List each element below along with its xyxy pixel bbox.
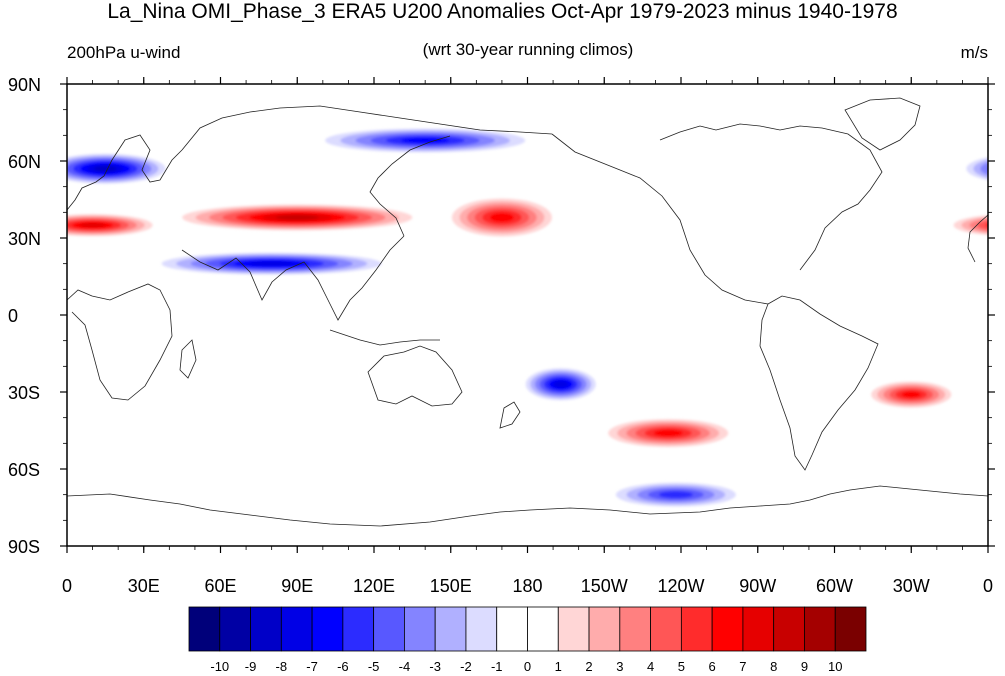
colorbar-swatch [619, 606, 651, 652]
lon-tick-label: 0 [983, 576, 993, 596]
lon-tick-label: 30W [893, 576, 930, 596]
lat-tick-label: 60N [8, 152, 41, 172]
colorbar-swatch [804, 606, 836, 652]
colorbar-swatch [496, 606, 528, 652]
anomaly-feature-1 [67, 214, 153, 237]
colorbar-label: 1 [555, 659, 562, 674]
colorbar-label: -8 [276, 659, 288, 674]
colorbar-swatch [219, 606, 251, 652]
anomaly-feature-7 [525, 368, 596, 401]
colorbar-swatch [342, 606, 375, 652]
lat-tick-label: 0 [8, 306, 18, 326]
colorbar-swatch [680, 606, 713, 652]
anomaly-feature-wrap-3 [966, 157, 988, 181]
colorbar-swatch [742, 606, 775, 652]
lon-tick-label: 120W [657, 576, 704, 596]
colorbar-swatch [650, 606, 682, 652]
units-label: m/s [960, 43, 988, 62]
colorbar-swatch [434, 606, 467, 652]
colorbar-label: 4 [647, 659, 654, 674]
lat-tick-label: 90N [8, 75, 41, 95]
anomaly-feature-6 [608, 419, 729, 448]
lon-tick-label: 90E [281, 576, 313, 596]
colorbar-label: -5 [368, 659, 380, 674]
colorbar-label: 10 [828, 659, 842, 674]
colorbar-swatch [373, 606, 405, 652]
colorbar-label: 2 [585, 659, 592, 674]
lat-tick-label: 30S [8, 383, 40, 403]
anomaly-feature-8 [871, 381, 952, 408]
anomaly-feature-9 [615, 482, 736, 507]
colorbar: -10 -9 -8 -7 -6 -5 -4 -3 -2 -1 0 1 2 3 4 5 6 7 8 9 10 [188, 606, 867, 674]
lon-tick-label: 120E [353, 576, 395, 596]
colorbar-swatch [188, 606, 221, 652]
colorbar-swatch [465, 606, 498, 652]
colorbar-swatch [280, 606, 313, 652]
colorbar-label: -7 [306, 659, 318, 674]
colorbar-label: -9 [245, 659, 257, 674]
anomaly-feature-0 [182, 204, 413, 231]
map-axes: 90N 60N 30N 0 30S 60S 90S 0 30E 60E 90E 120E 150E 180… [8, 75, 995, 596]
lat-tick-label: 30N [8, 229, 41, 249]
map-background [67, 84, 988, 546]
anomaly-feature-2 [451, 198, 552, 237]
lon-tick-label: 180 [512, 576, 542, 596]
colorbar-label: -1 [491, 659, 503, 674]
lon-tick-label: 0 [62, 576, 72, 596]
lat-tick-label: 60S [8, 460, 40, 480]
anomaly-feature-3 [67, 153, 166, 184]
colorbar-label: -10 [210, 659, 229, 674]
coastlines [67, 97, 988, 527]
colorbar-label: 6 [709, 659, 716, 674]
lon-tick-label: 150E [430, 576, 472, 596]
colorbar-label: -4 [399, 659, 411, 674]
colorbar-label: -6 [337, 659, 349, 674]
lon-tick-label: 150W [581, 576, 628, 596]
lon-tick-label: 30E [128, 576, 160, 596]
lon-tick-label: 60E [204, 576, 236, 596]
colorbar-swatch [250, 606, 282, 652]
anomaly-feature-5 [325, 128, 526, 153]
lat-tick-label: 90S [8, 537, 40, 557]
colorbar-label: 3 [616, 659, 623, 674]
lon-tick-label: 60W [816, 576, 853, 596]
chart-subtitle: (wrt 30-year running climos) [422, 40, 634, 59]
anomaly-feature-4 [161, 252, 382, 275]
colorbar-swatch [557, 606, 590, 652]
colorbar-swatch [527, 606, 559, 652]
variable-label: 200hPa u-wind [67, 43, 181, 62]
lon-tick-label: 90W [739, 576, 776, 596]
colorbar-swatch [711, 606, 744, 652]
colorbar-swatch [404, 606, 436, 652]
colorbar-swatch [311, 606, 344, 652]
colorbar-label: 9 [801, 659, 808, 674]
colorbar-swatch [588, 606, 621, 652]
colorbar-label: 7 [739, 659, 746, 674]
colorbar-swatch [773, 606, 805, 652]
colorbar-label: 8 [770, 659, 777, 674]
colorbar-swatch [834, 606, 867, 652]
colorbar-label: -2 [460, 659, 472, 674]
colorbar-label: 0 [524, 659, 531, 674]
chart-title: La_Nina OMI_Phase_3 ERA5 U200 Anomalies … [107, 0, 898, 23]
colorbar-label: 5 [678, 659, 685, 674]
colorbar-label: -3 [429, 659, 441, 674]
